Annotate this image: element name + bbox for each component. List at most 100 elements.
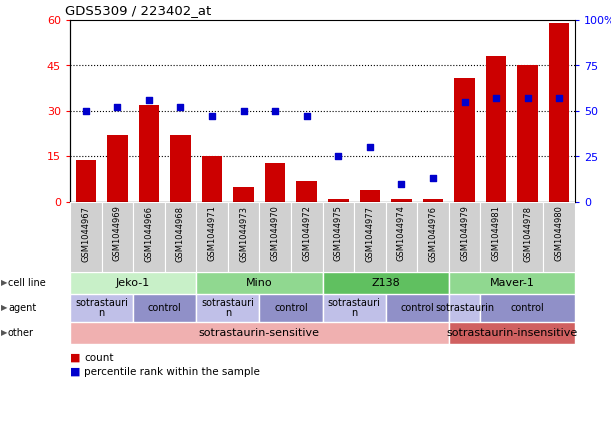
Text: sotrastaurin-insensitive: sotrastaurin-insensitive <box>446 328 577 338</box>
Bar <box>133 202 165 272</box>
Text: Mino: Mino <box>246 278 273 288</box>
Bar <box>260 294 323 322</box>
Text: Z138: Z138 <box>371 278 400 288</box>
Text: GSM1044976: GSM1044976 <box>428 206 437 261</box>
Bar <box>354 202 386 272</box>
Bar <box>196 202 228 272</box>
Bar <box>107 135 128 202</box>
Bar <box>328 199 348 202</box>
Point <box>144 97 154 104</box>
Text: GSM1044967: GSM1044967 <box>81 206 90 261</box>
Text: GSM1044972: GSM1044972 <box>302 206 311 261</box>
Bar <box>386 202 417 272</box>
Point <box>334 153 343 160</box>
Text: GSM1044977: GSM1044977 <box>365 206 375 261</box>
Point <box>270 107 280 114</box>
Text: GSM1044978: GSM1044978 <box>523 206 532 261</box>
Text: cell line: cell line <box>8 278 46 288</box>
Bar <box>448 322 575 344</box>
Bar <box>417 202 448 272</box>
Bar <box>165 202 196 272</box>
Text: GSM1044979: GSM1044979 <box>460 206 469 261</box>
Text: sotrastaurin-sensitive: sotrastaurin-sensitive <box>199 328 320 338</box>
Point <box>81 107 90 114</box>
Text: ■: ■ <box>70 353 81 363</box>
Point <box>428 175 438 182</box>
Text: GSM1044974: GSM1044974 <box>397 206 406 261</box>
Text: ▶: ▶ <box>1 329 7 338</box>
Point <box>112 104 122 111</box>
Bar <box>323 202 354 272</box>
Bar <box>448 294 480 322</box>
Bar <box>543 202 575 272</box>
Bar <box>423 199 443 202</box>
Text: GSM1044968: GSM1044968 <box>176 206 185 261</box>
Bar <box>139 105 159 202</box>
Point <box>175 104 185 111</box>
Bar <box>196 272 323 294</box>
Text: sotrastaurin: sotrastaurin <box>435 303 494 313</box>
Bar <box>518 66 538 202</box>
Point <box>554 95 564 102</box>
Bar <box>323 294 386 322</box>
Bar <box>202 157 222 202</box>
Bar <box>170 135 191 202</box>
Text: sotrastauri
n: sotrastauri n <box>202 298 254 318</box>
Text: ▶: ▶ <box>1 303 7 313</box>
Text: Jeko-1: Jeko-1 <box>116 278 150 288</box>
Bar <box>549 23 569 202</box>
Point <box>523 95 533 102</box>
Text: GSM1044981: GSM1044981 <box>492 206 500 261</box>
Bar <box>70 202 101 272</box>
Point <box>365 144 375 151</box>
Bar <box>448 202 480 272</box>
Text: control: control <box>148 303 181 313</box>
Bar <box>70 272 196 294</box>
Bar <box>265 162 285 202</box>
Bar <box>391 199 412 202</box>
Text: ▶: ▶ <box>1 278 7 288</box>
Point <box>207 113 217 120</box>
Bar <box>76 159 96 202</box>
Bar <box>454 78 475 202</box>
Text: control: control <box>400 303 434 313</box>
Text: GSM1044975: GSM1044975 <box>334 206 343 261</box>
Bar <box>323 272 448 294</box>
Point <box>239 107 249 114</box>
Text: control: control <box>511 303 544 313</box>
Bar <box>480 294 575 322</box>
Bar <box>70 294 133 322</box>
Bar <box>70 322 448 344</box>
Text: GSM1044980: GSM1044980 <box>555 206 564 261</box>
Bar <box>360 190 380 202</box>
Text: GSM1044971: GSM1044971 <box>208 206 216 261</box>
Point <box>459 99 469 105</box>
Bar <box>196 294 260 322</box>
Point <box>302 113 312 120</box>
Bar <box>480 202 512 272</box>
Text: count: count <box>84 353 114 363</box>
Text: GSM1044966: GSM1044966 <box>144 206 153 261</box>
Text: sotrastauri
n: sotrastauri n <box>327 298 381 318</box>
Bar <box>448 272 575 294</box>
Text: ■: ■ <box>70 367 81 377</box>
Bar <box>512 202 543 272</box>
Text: GDS5309 / 223402_at: GDS5309 / 223402_at <box>65 5 211 17</box>
Bar <box>233 187 254 202</box>
Bar <box>101 202 133 272</box>
Bar <box>291 202 323 272</box>
Text: Maver-1: Maver-1 <box>489 278 534 288</box>
Text: GSM1044969: GSM1044969 <box>113 206 122 261</box>
Text: agent: agent <box>8 303 36 313</box>
Bar <box>260 202 291 272</box>
Point <box>397 181 406 187</box>
Text: GSM1044970: GSM1044970 <box>271 206 280 261</box>
Text: GSM1044973: GSM1044973 <box>239 206 248 261</box>
Bar <box>133 294 196 322</box>
Bar <box>386 294 448 322</box>
Point <box>491 95 501 102</box>
Bar <box>228 202 260 272</box>
Text: control: control <box>274 303 308 313</box>
Bar <box>296 181 317 202</box>
Text: other: other <box>8 328 34 338</box>
